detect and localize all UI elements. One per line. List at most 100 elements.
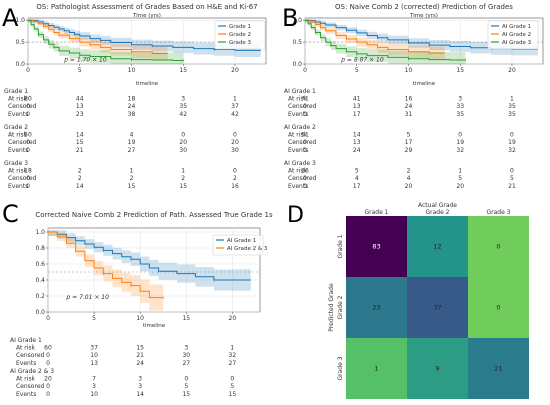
risk-table-cell: 0 [46,360,50,367]
risk-table-cell: 32 [508,147,516,154]
risk-table-cell: 16 [231,183,239,190]
risk-table-cell: 80 [24,96,32,103]
risk-table-cell: 18 [128,96,136,103]
x-tick-label: 5 [92,315,96,322]
risk-table-group-name: Grade 3 [4,160,28,167]
risk-table-row-label: Events [8,183,28,190]
risk-table-row-label: Censored [8,175,37,182]
risk-table-cell: 24 [353,147,361,154]
heatmap-cell [468,338,529,399]
p-value-annotation: p = 7.01 × 10 [65,294,109,301]
y-tick-label: 0.8 [35,245,45,252]
risk-table-cell: 17 [353,183,361,190]
risk-table-cell: 0 [181,132,185,139]
x-axis-label: timeline [136,81,159,87]
risk-table-cell: 13 [353,139,361,146]
legend-label: Grade 2 [229,32,251,38]
panel-letter-c: C [2,200,19,228]
risk-table-cell: 13 [90,360,98,367]
risk-table-row-label: At risk [288,168,308,175]
risk-table-cell: 38 [128,111,136,118]
risk-table-cell: 20 [456,183,464,190]
y-tick-label: 1.0 [35,229,45,236]
risk-table-cell: 14 [136,391,144,398]
risk-table-cell: 0 [26,103,30,110]
x-tick-label: 20 [229,315,237,322]
heatmap-cell [346,277,407,338]
heatmap-cell [468,277,529,338]
legend-label: AI Grade 1 [502,24,531,30]
risk-table-cell: 0 [233,168,237,175]
risk-table-cell: 15 [182,391,190,398]
risk-table-cell: 4 [355,175,359,182]
risk-table-cell: 5 [407,132,411,139]
risk-table-row-label: Censored [288,175,317,182]
risk-table-group-name: Grade 2 [4,124,28,131]
heatmap-cell-value: 0 [496,243,500,251]
km-panel-a: OS: Pathologist Assessment of Grades Bas… [4,3,267,190]
survival-curve [28,19,184,61]
x-axis-label: timeline [143,323,166,329]
risk-table-row-label: Censored [16,383,45,390]
risk-table-cell: 19 [508,139,516,146]
risk-table-cell: 4 [130,132,134,139]
risk-table-row-label: Events [288,111,308,118]
risk-table-cell: 3 [138,376,142,383]
panel-letter-b: B [282,4,298,32]
heatmap-cell [407,338,468,399]
risk-table-row-label: At risk [16,376,36,383]
risk-table-cell: 1 [458,168,462,175]
panel-letter-a: A [2,4,19,32]
heatmap-row-label: Grade 1 [337,234,344,258]
p-value-annotation: p = 1.70 × 10 [63,56,107,63]
heatmap-cell [407,216,468,277]
risk-table-cell: 32 [456,147,464,154]
risk-table-row-label: At risk [288,132,308,139]
y-tick-label: 0.6 [35,261,45,268]
risk-table-cell: 33 [456,103,464,110]
heatmap-cell-value: 9 [435,365,439,373]
risk-table-cell: 30 [182,352,190,359]
legend-label: AI Grade 2 & 3 [227,246,268,252]
risk-table-cell: 19 [128,139,136,146]
risk-table-cell: 0 [184,376,188,383]
heatmap-cell-value: 12 [433,243,441,251]
risk-table-cell: 10 [90,391,98,398]
risk-table-cell: 0 [303,139,307,146]
x-tick-label: 0 [303,67,307,74]
risk-table-cell: 0 [26,139,30,146]
confidence-band [48,230,164,312]
risk-table-cell: 0 [26,147,30,154]
risk-table-cell: 3 [92,383,96,390]
y-tick-label: 1.0 [292,17,302,24]
x-tick-label: 10 [128,67,136,74]
risk-table-cell: 51 [301,132,309,139]
risk-table-cell: 0 [230,376,234,383]
survival-curve [28,19,168,54]
risk-table-cell: 30 [231,147,239,154]
risk-table-cell: 44 [76,96,84,103]
risk-table-cell: 13 [76,103,84,110]
x-tick-label: 20 [231,67,239,74]
risk-table-cell: 4 [407,175,411,182]
chart-title: OS: Pathologist Assessment of Grades Bas… [36,3,257,11]
risk-table-cell: 15 [76,139,84,146]
risk-table-cell: 27 [229,360,237,367]
risk-table-cell: 31 [405,111,413,118]
risk-table-cell: 26 [301,168,309,175]
risk-table-cell: 0 [46,391,50,398]
survival-curve [305,19,466,61]
risk-table-cell: 3 [138,383,142,390]
legend-label: AI Grade 2 [502,32,531,38]
risk-table-cell: 3 [184,345,188,352]
risk-table-group-name: AI Grade 1 [284,88,316,95]
risk-table-row-label: Censored [8,103,37,110]
confusion-matrix-panel: Actual Grade Grade 1 Grade 2 Grade 3 Grade 1… [328,202,529,399]
risk-table-cell: 10 [90,352,98,359]
confidence-band [28,19,168,61]
heatmap-column-label: Grade 1 [364,209,388,216]
x-tick-label: 20 [508,67,516,74]
risk-table-cell: 3 [458,96,462,103]
risk-table-row-label: At risk [8,132,28,139]
